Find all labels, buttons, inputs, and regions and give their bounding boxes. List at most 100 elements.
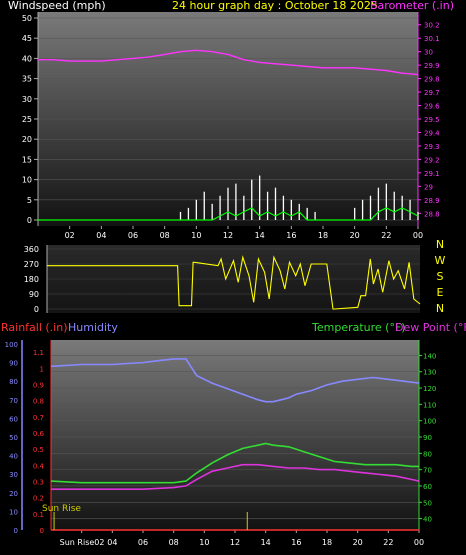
temp-x-tick-label: 00 bbox=[414, 538, 424, 547]
wind-direction-series-line bbox=[47, 255, 421, 310]
direction-y-tick-label: 270 bbox=[24, 260, 39, 269]
grid-lines bbox=[38, 17, 420, 519]
rainfall-y-tick-label: 0.5 bbox=[33, 446, 44, 454]
temp-x-tick-label: 12 bbox=[230, 538, 240, 547]
compass-letter: W bbox=[435, 254, 446, 267]
rainfall-y-tick-label: 0.8 bbox=[33, 398, 44, 406]
temp-x-tick-label: 04 bbox=[107, 538, 117, 547]
rainfall-y-tick-label: 0.2 bbox=[33, 495, 44, 503]
wind-x-tick-label: 22 bbox=[381, 231, 391, 240]
tick-labels: 0510152025303540455028.828.92929.129.229… bbox=[5, 14, 441, 547]
wind-y-tick-label: 35 bbox=[22, 75, 32, 84]
wind-x-tick-label: 18 bbox=[318, 231, 328, 240]
humidity-y-tick-label: 100 bbox=[5, 341, 18, 349]
wind-x-tick-label: 20 bbox=[350, 231, 360, 240]
wind-x-tick-label: 04 bbox=[96, 231, 106, 240]
temp-x-tick-label: 10 bbox=[199, 538, 209, 547]
temp-x-tick-label: Sun Rise02 bbox=[60, 538, 105, 547]
wind-x-tick-label: 08 bbox=[160, 231, 170, 240]
temperature-f-series-line bbox=[50, 442, 419, 484]
wind-x-tick-label: 02 bbox=[65, 231, 75, 240]
temp-x-tick-label: 22 bbox=[383, 538, 393, 547]
rainfall-y-tick-label: 1.1 bbox=[33, 349, 44, 357]
wind-y-tick-label: 25 bbox=[22, 115, 32, 124]
temperature-y-tick-label: 110 bbox=[423, 401, 436, 409]
humidity-y-tick-label: 30 bbox=[9, 471, 18, 479]
temperature-y-tick-label: 100 bbox=[423, 418, 436, 426]
wind-y-tick-label: 40 bbox=[22, 54, 32, 63]
barometer-y-tick-label: 29.4 bbox=[424, 129, 440, 137]
temp-x-tick-label: 08 bbox=[169, 538, 179, 547]
axes bbox=[21, 12, 422, 533]
temperature-y-tick-label: 140 bbox=[423, 352, 436, 360]
humidity-series-line bbox=[50, 358, 420, 403]
compass-letter: N bbox=[436, 302, 444, 315]
temp-x-tick-label: 14 bbox=[261, 538, 271, 547]
wind-y-tick-label: 30 bbox=[22, 95, 32, 104]
barometer-y-tick-label: 28.8 bbox=[424, 210, 440, 218]
compass-letter: E bbox=[437, 286, 444, 299]
wind-y-tick-label: 15 bbox=[22, 155, 32, 164]
wind-y-tick-label: 5 bbox=[27, 196, 32, 205]
barometer-y-tick-label: 29.8 bbox=[424, 76, 440, 84]
temp-x-tick-label: 20 bbox=[353, 538, 363, 547]
humidity-y-tick-label: 90 bbox=[9, 360, 18, 368]
wind-y-tick-label: 50 bbox=[22, 14, 32, 23]
barometer-y-tick-label: 29.1 bbox=[424, 170, 440, 178]
temp-humidity-plot-area bbox=[51, 340, 419, 530]
sunrise-label: Sun Rise bbox=[42, 504, 81, 514]
direction-y-tick-label: 180 bbox=[24, 275, 39, 284]
dew-point-axis-label: Dew Point (°F) bbox=[395, 321, 466, 334]
wind-x-tick-label: 16 bbox=[286, 231, 296, 240]
windspeed-axis-label: Windspeed (mph) bbox=[8, 0, 106, 12]
barometer-axis-label: Barometer (.in) bbox=[370, 0, 454, 12]
dew-point-f-series-line bbox=[51, 463, 420, 491]
barometer-series-line bbox=[38, 49, 419, 76]
humidity-y-tick-label: 20 bbox=[9, 490, 18, 498]
barometer-y-tick-label: 30.1 bbox=[424, 35, 440, 43]
barometer-y-tick-label: 30 bbox=[424, 49, 433, 57]
wind-y-tick-label: 45 bbox=[22, 34, 32, 43]
barometer-y-tick-label: 29.6 bbox=[424, 103, 440, 111]
rainfall-y-tick-label: 1 bbox=[40, 365, 44, 373]
temperature-y-tick-label: 70 bbox=[423, 467, 432, 475]
wind-x-tick-label: 00 bbox=[413, 231, 423, 240]
wind-x-tick-label: 10 bbox=[191, 231, 201, 240]
temp-x-tick-label: 06 bbox=[138, 538, 148, 547]
chart-title: 24 hour graph day : October 18 2025 bbox=[172, 0, 378, 12]
rainfall-axis-label: Rainfall (.in) bbox=[1, 321, 68, 334]
barometer-y-tick-label: 29 bbox=[424, 183, 433, 191]
humidity-y-tick-label: 0 bbox=[14, 527, 18, 535]
barometer-y-tick-label: 28.9 bbox=[424, 197, 440, 205]
humidity-y-tick-label: 10 bbox=[9, 508, 18, 516]
gust-series-line bbox=[38, 207, 419, 221]
humidity-axis-label: Humidity bbox=[68, 321, 118, 334]
temperature-y-tick-label: 80 bbox=[423, 450, 432, 458]
compass-letter: S bbox=[437, 270, 444, 283]
temperature-y-tick-label: 120 bbox=[423, 385, 436, 393]
humidity-y-tick-label: 60 bbox=[9, 415, 18, 423]
data-marks bbox=[38, 49, 421, 531]
wind-y-tick-label: 0 bbox=[27, 216, 32, 225]
direction-y-tick-label: 0 bbox=[34, 305, 39, 314]
humidity-y-tick-label: 50 bbox=[9, 434, 18, 442]
barometer-y-tick-label: 30.2 bbox=[424, 22, 440, 30]
temperature-y-tick-label: 90 bbox=[423, 434, 432, 442]
rainfall-y-tick-label: 0.7 bbox=[33, 414, 44, 422]
direction-y-tick-label: 360 bbox=[24, 245, 39, 254]
rainfall-y-tick-label: 0.4 bbox=[33, 462, 45, 470]
humidity-y-tick-label: 70 bbox=[9, 397, 18, 405]
barometer-y-tick-label: 29.7 bbox=[424, 89, 440, 97]
temperature-y-tick-label: 60 bbox=[423, 483, 432, 491]
wind-x-tick-label: 06 bbox=[128, 231, 138, 240]
barometer-y-tick-label: 29.5 bbox=[424, 116, 440, 124]
rainfall-y-tick-label: 0.6 bbox=[33, 430, 45, 438]
temperature-axis-label: Temperature (°F) bbox=[311, 321, 406, 334]
temp-x-tick-label: 16 bbox=[291, 538, 301, 547]
barometer-y-tick-label: 29.9 bbox=[424, 62, 440, 70]
humidity-y-tick-label: 40 bbox=[9, 453, 18, 461]
temperature-y-tick-label: 130 bbox=[423, 369, 436, 377]
compass-letter: N bbox=[436, 238, 444, 251]
